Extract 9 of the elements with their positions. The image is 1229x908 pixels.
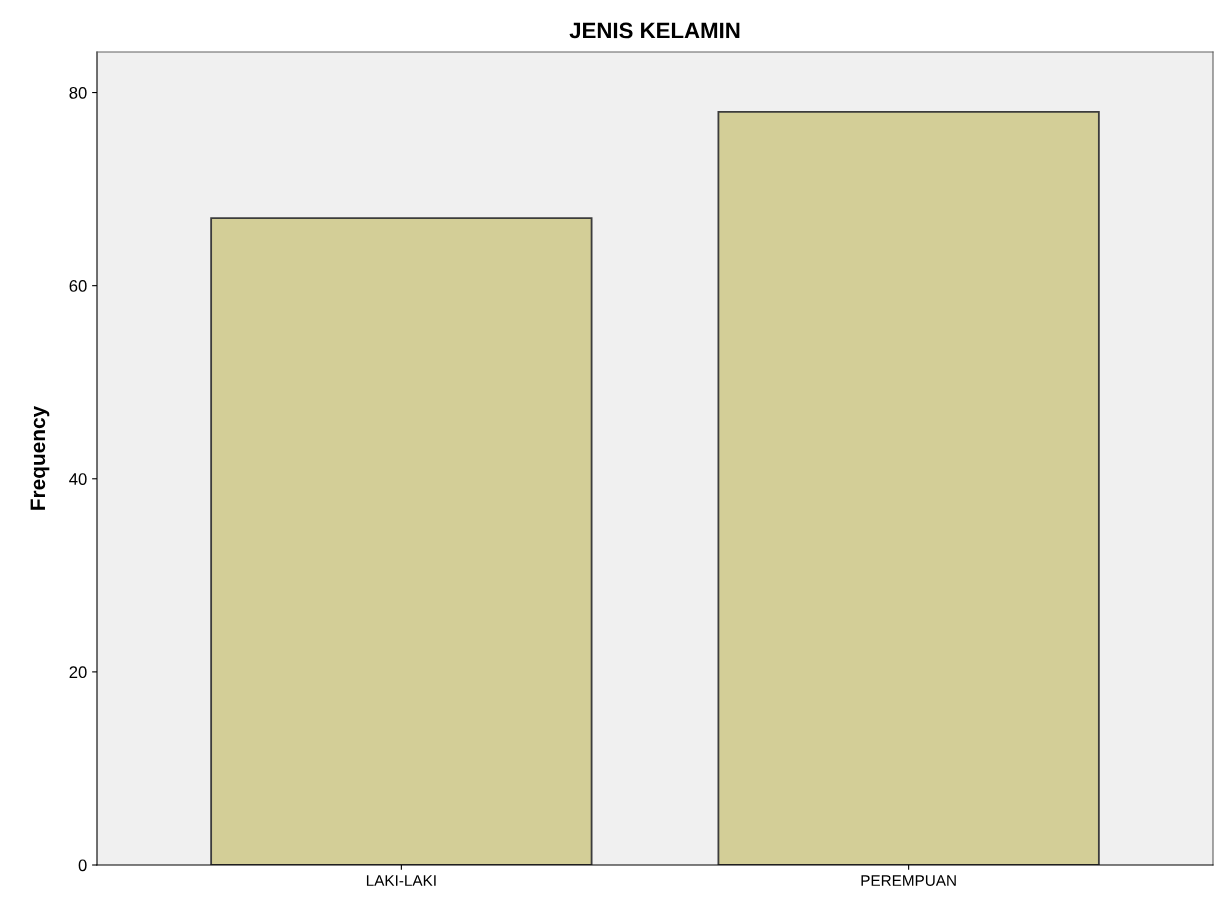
y-tick-label: 80 (69, 86, 87, 99)
y-tick-label: 20 (69, 666, 87, 679)
x-tick-label: PEREMPUAN (861, 875, 956, 886)
y-tick-label: 0 (78, 859, 87, 872)
y-tick-label: 60 (69, 280, 87, 292)
y-axis-title: Frequency (30, 405, 50, 510)
y-tick-label: 40 (69, 473, 87, 485)
x-tick-label: LAKI-LAKI (366, 875, 436, 886)
chart-title: JENIS KELAMIN (569, 22, 740, 39)
